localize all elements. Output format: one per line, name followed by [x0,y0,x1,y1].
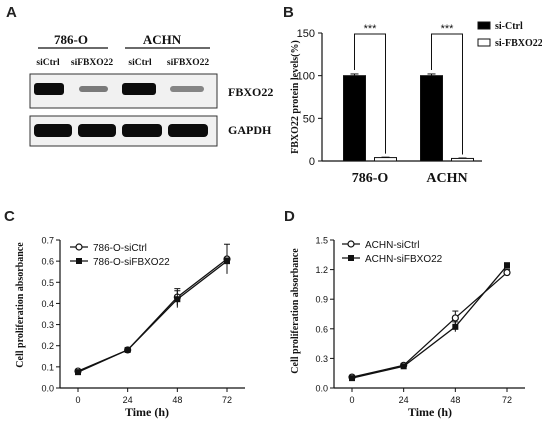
data-point [75,369,81,376]
x-tick-label: 48 [450,395,460,405]
blot-label-gapdh: GAPDH [228,123,272,137]
series-line [77,260,228,373]
panel-c-letter: C [4,208,15,225]
bar [451,157,474,162]
y-tick-label: 0.3 [41,320,54,330]
y-tick-label: 0.6 [315,324,328,334]
lane-label-4: siFBXO22 [167,58,209,68]
bar [374,157,397,162]
y-tick-label: 1.2 [315,265,328,275]
significance-label: *** [364,23,378,35]
series-line [351,265,508,379]
y-tick-label: 0.0 [315,384,328,394]
panel-a-letter: A [6,4,17,21]
y-tick-label: 0.2 [41,341,54,351]
y-tick-label: 0.9 [315,295,328,305]
blot-gapdh [29,115,218,147]
chart-d-xlabel: Time (h) [408,405,452,419]
y-tick-label: 0.6 [41,257,54,267]
panel-d-letter: D [284,208,295,225]
data-point [504,262,510,269]
significance-label: *** [441,23,455,35]
x-tick-label: 0 [349,395,354,405]
legend-label: si-FBXO22 [495,38,542,49]
significance-bracket [431,33,463,155]
x-tick-label: 24 [123,395,133,405]
y-tick-label: 0.5 [41,278,54,288]
lane-label-2: siFBXO22 [71,58,113,68]
series-line [351,272,508,378]
data-point [174,296,181,303]
panel-c: C Cell proliferation absorbance Time (h)… [4,208,245,419]
x-tick-label: 0 [75,395,80,405]
x-tick-label: 48 [172,395,182,405]
cell-line-label-achn: ACHN [143,32,182,47]
data-point [224,258,230,265]
y-tick-label: 0.3 [315,354,328,364]
chart-b: 0 50 100 150 *** 786-O *** ACHN si-Ctrl si-FBXO22 [297,21,542,186]
legend-label: 786-O-siCtrl [93,243,147,254]
legend-label: si-Ctrl [495,21,523,32]
x-tick-label: 72 [222,395,232,405]
blot-fbxo22 [29,73,218,109]
chart-d: 0.0 0.3 0.6 0.9 1.2 1.5 0 24 48 72 ACHN-siCtrl ACHN… [315,236,525,405]
legend-swatch [477,38,491,47]
x-tick-label: 72 [502,395,512,405]
data-point [452,323,459,330]
data-point [349,375,355,382]
y-tick-label: 0.0 [41,384,54,394]
bar [343,75,366,162]
panel-b: B FBXO22 protein levels(%) 0 50 100 150 *** 7… [283,4,542,186]
significance-bracket [354,33,386,154]
category-label: ACHN [426,171,467,186]
chart-c-ylabel: Cell proliferation absorbance [15,242,26,368]
data-point [451,314,459,322]
panel-d: D Cell proliferation absorbance Time (h)… [284,208,525,419]
chart-d-ylabel: Cell proliferation absorbance [290,248,301,374]
y-tick-label: 1.5 [315,236,328,246]
panel-a: A 786-O ACHN siCtrl siFBXO22 siCtrl siFB… [6,4,273,147]
legend-marker [75,243,83,251]
legend-marker [348,255,354,261]
cell-line-label-786o: 786-O [54,32,88,47]
legend-marker [76,258,82,264]
data-point [503,268,511,277]
data-point [124,346,131,353]
legend-label: ACHN-siFBXO22 [365,254,443,265]
legend-marker [347,240,355,248]
legend-label: 786-O-siFBXO22 [93,257,170,268]
y-tick-label: 0.1 [41,362,54,372]
y-tick-label: 0.4 [41,299,54,309]
legend-swatch [477,21,491,30]
chart-b-ylabel: FBXO22 protein levels(%) [290,40,301,154]
blot-label-fbxo22: FBXO22 [228,85,273,99]
bar [420,75,443,162]
y-tick-label: 50 [303,113,315,125]
y-tick-label: 150 [297,28,315,40]
y-tick-label: 100 [297,71,315,83]
lane-label-3: siCtrl [128,58,152,68]
lane-label-1: siCtrl [36,58,60,68]
data-point [400,363,407,370]
y-tick-label: 0.7 [41,236,54,246]
series-line [77,258,228,372]
y-tick-label: 0 [309,156,315,168]
legend-label: ACHN-siCtrl [365,240,419,251]
chart-c-xlabel: Time (h) [125,405,169,419]
category-label: 786-O [352,171,389,186]
x-tick-label: 24 [399,395,409,405]
panel-b-letter: B [283,4,294,21]
chart-c: 0.0 0.1 0.2 0.3 0.4 0.5 0.6 0.7 0 24 48 72 786-O-siC… [41,236,245,405]
